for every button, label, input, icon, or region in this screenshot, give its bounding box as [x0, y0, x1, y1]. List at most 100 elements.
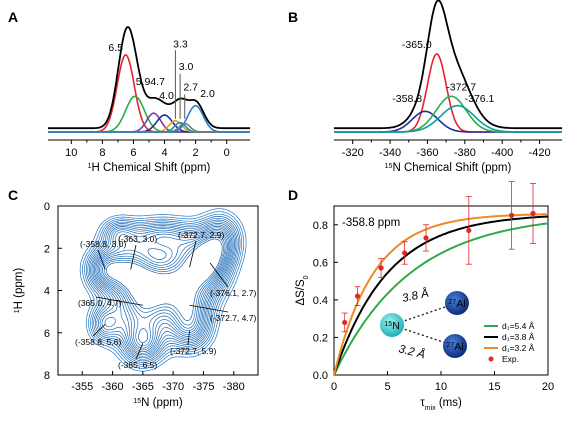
x-tick-label: 20: [542, 381, 554, 393]
peak-label-2.0: 2.0: [200, 88, 215, 100]
x-tick-label: -380: [223, 381, 245, 393]
contour-level: [99, 231, 228, 349]
y-tick-label: 0.0: [313, 370, 328, 382]
panel-label-B: B: [288, 9, 298, 25]
legend-label: d₁=5.4 Å: [502, 321, 535, 331]
contour-level: [82, 211, 245, 369]
x-tick-label: 0: [331, 381, 337, 393]
contour-level: [90, 221, 237, 360]
contour-level: [92, 224, 234, 357]
peak-label-5.9: 5.9: [136, 76, 151, 88]
contour-level: [94, 225, 233, 356]
x-axis-label: 15N Chemical Shift (ppm): [385, 162, 512, 174]
x-tick-label: -365: [132, 381, 154, 393]
fit-curve: [333, 215, 549, 376]
legend-label: d₁=3.2 Å: [502, 343, 535, 353]
sum-spectrum: [48, 26, 250, 130]
x-tick-label: 8: [99, 147, 105, 159]
contour-level: [105, 238, 223, 322]
peak-label--365.0: -365.0: [402, 39, 432, 51]
y-tick-label: 0: [44, 201, 50, 213]
distance-label-bottom: 3.2 Å: [397, 342, 427, 361]
x-tick-label: -420: [529, 147, 551, 159]
y-tick-label: 0.4: [313, 295, 328, 307]
annotation-arrow: [95, 296, 143, 306]
annotation-arrow: [92, 324, 106, 337]
contour-level: [87, 217, 239, 363]
x-tick-label: 5: [384, 381, 390, 393]
y-tick-label: 4: [44, 286, 50, 298]
legend-label: Exp.: [502, 354, 519, 364]
contour-level: [84, 213, 243, 367]
y-tick-label: 0.2: [313, 332, 328, 344]
panel-label-A: A: [8, 9, 18, 25]
peak-label-6.5: 6.5: [108, 42, 123, 54]
peak-label--376.1: -376.1: [465, 93, 495, 105]
contour-level: [88, 219, 238, 362]
annotation-arrow: [209, 262, 229, 288]
data-point: [342, 319, 348, 326]
peak-annotation: (-365, 6.5): [118, 360, 157, 370]
data-point: [530, 210, 536, 217]
x-tick-label: 0: [224, 147, 230, 159]
data-point: [466, 227, 472, 234]
y-axis-label: ΔS/S0: [295, 275, 310, 305]
peak-label--358.8: -358.8: [392, 93, 422, 105]
x-axis-label: 15N (ppm): [133, 397, 182, 409]
x-tick-label: -360: [102, 381, 124, 393]
peak-label-4.0: 4.0: [159, 90, 174, 102]
component-peak: [48, 95, 250, 133]
annotation-arrow: [97, 249, 106, 270]
x-tick-label: 4: [161, 147, 167, 159]
peak-label-3.3: 3.3: [173, 38, 188, 50]
peak-annotation: (-358.8, 5.6): [75, 337, 121, 347]
x-tick-label: 10: [65, 147, 77, 159]
panel-label-D: D: [288, 187, 298, 203]
annotation-arrow: [189, 304, 229, 313]
data-point: [509, 212, 515, 218]
y-tick-label: 6: [44, 328, 50, 340]
peak-annotation: (365.0, 4.7): [78, 298, 122, 308]
peak-annotation: (-372.7, 4.7): [210, 313, 256, 323]
aluminum-atom-label: 27Al: [446, 341, 463, 353]
y-axis-label: 1H (ppm): [13, 268, 25, 314]
aluminum-atom-label: 27Al: [448, 298, 465, 310]
contour-level: [91, 222, 235, 359]
x-tick-label: -380: [454, 147, 476, 159]
contour-level: [79, 208, 247, 372]
peak-annotation: (-363, 3.0): [118, 234, 157, 244]
peak-label-4.7: 4.7: [150, 76, 165, 88]
contour-level: [100, 233, 227, 347]
annotation-arrow: [189, 240, 197, 268]
y-tick-label: 2: [44, 243, 50, 255]
x-tick-label: -340: [379, 147, 401, 159]
x-tick-label: -320: [342, 147, 364, 159]
data-point: [402, 250, 408, 256]
peak-annotation: (-372.7, 5.9): [170, 346, 216, 356]
data-point: [354, 293, 361, 299]
peak-label-2.7: 2.7: [183, 82, 198, 94]
x-tick-label: -400: [491, 147, 513, 159]
peak-annotation: (-372.7, 2.9): [178, 230, 224, 240]
contour-panel: -355 -360 -365 -370 -375 -380 0 2 4 6 8 15N (ppm) 1H…: [13, 201, 259, 409]
distance-label-top: 3.8 Å: [401, 287, 430, 305]
contour-level: [96, 228, 231, 353]
component-peak: [48, 104, 250, 133]
nitrogen-atom-label: 15N: [384, 320, 399, 332]
x-tick-label: -370: [162, 381, 184, 393]
peak-label--372.7: -372.7: [446, 81, 476, 93]
data-point: [378, 265, 384, 271]
x-tick-label: 6: [130, 147, 136, 159]
kinetics-panel: 0 5 10 15 20 0.0 0.2 0.4 0.6 0.8 τmix (ms) ΔS/S0 -35…: [295, 181, 554, 412]
contour-level: [95, 227, 232, 354]
legend-swatch: [488, 356, 494, 362]
annotation-arrow: [135, 343, 144, 360]
spectrum-panel-B: -320 -340 -360 -380 -400 -420 15N Chemical Shi…: [334, 0, 562, 174]
contour-level: [97, 230, 229, 351]
contour-level: [103, 236, 224, 326]
spectrum-panel-A: 10 8 6 4 2 0 1H Chemical Shift (ppm) 6.5 5.9 4.7 4…: [48, 26, 250, 174]
x-tick-label: 2: [193, 147, 199, 159]
peak-label-3.0: 3.0: [179, 61, 194, 73]
panel-label-C: C: [8, 187, 18, 203]
